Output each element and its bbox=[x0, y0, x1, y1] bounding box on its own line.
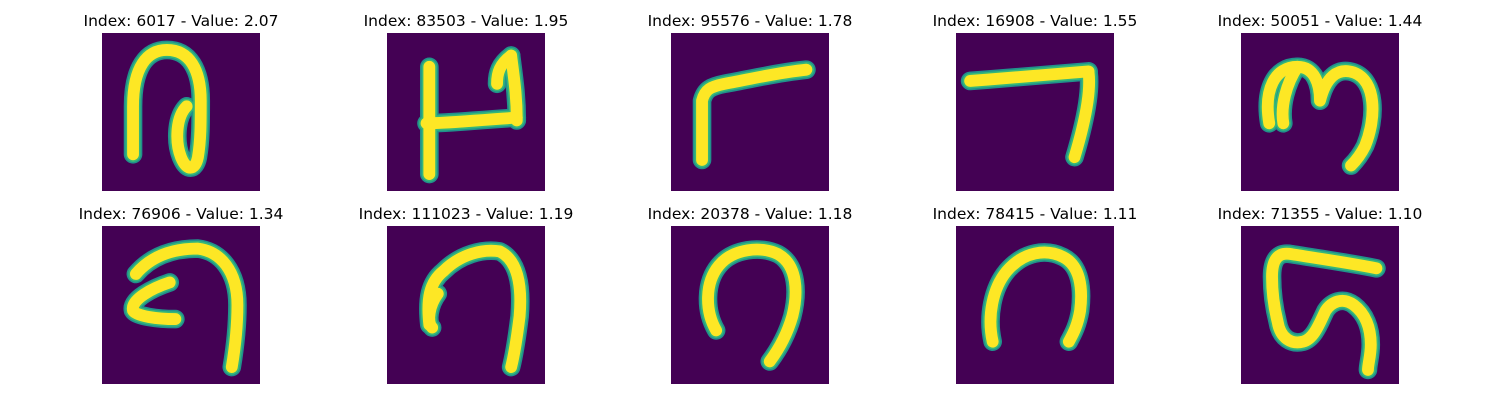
panel-title: Index: 16908 - Value: 1.55 bbox=[932, 12, 1138, 30]
panel-title: Index: 95576 - Value: 1.78 bbox=[647, 12, 853, 30]
digit-panel-2: Index: 83503 - Value: 1.95 bbox=[356, 12, 576, 197]
digit-panel-5: Index: 50051 - Value: 1.44 bbox=[1210, 12, 1430, 197]
panel-title: Index: 50051 - Value: 1.44 bbox=[1217, 12, 1423, 30]
digit-image bbox=[956, 33, 1114, 191]
panel-title: Index: 6017 - Value: 2.07 bbox=[83, 12, 279, 30]
digit-panel-7: Index: 111023 - Value: 1.19 bbox=[356, 205, 576, 390]
digit-panel-8: Index: 20378 - Value: 1.18 bbox=[640, 205, 860, 390]
digit-image bbox=[671, 226, 829, 384]
digit-image bbox=[387, 226, 545, 384]
panel-title: Index: 78415 - Value: 1.11 bbox=[932, 205, 1138, 223]
digit-image bbox=[1241, 33, 1399, 191]
digit-panel-4: Index: 16908 - Value: 1.55 bbox=[925, 12, 1145, 197]
panel-title: Index: 83503 - Value: 1.95 bbox=[363, 12, 569, 30]
digit-image bbox=[102, 33, 260, 191]
digit-panel-10: Index: 71355 - Value: 1.10 bbox=[1210, 205, 1430, 390]
digit-image bbox=[387, 33, 545, 191]
panel-title: Index: 111023 - Value: 1.19 bbox=[358, 205, 574, 223]
digit-panel-1: Index: 6017 - Value: 2.07 bbox=[71, 12, 291, 197]
digit-image bbox=[1241, 226, 1399, 384]
panel-title: Index: 20378 - Value: 1.18 bbox=[647, 205, 853, 223]
panel-title: Index: 76906 - Value: 1.34 bbox=[78, 205, 284, 223]
digit-image bbox=[956, 226, 1114, 384]
panel-title: Index: 71355 - Value: 1.10 bbox=[1217, 205, 1423, 223]
digit-image bbox=[671, 33, 829, 191]
digit-panel-6: Index: 76906 - Value: 1.34 bbox=[71, 205, 291, 390]
digit-panel-9: Index: 78415 - Value: 1.11 bbox=[925, 205, 1145, 390]
digit-image bbox=[102, 226, 260, 384]
digit-panel-3: Index: 95576 - Value: 1.78 bbox=[640, 12, 860, 197]
